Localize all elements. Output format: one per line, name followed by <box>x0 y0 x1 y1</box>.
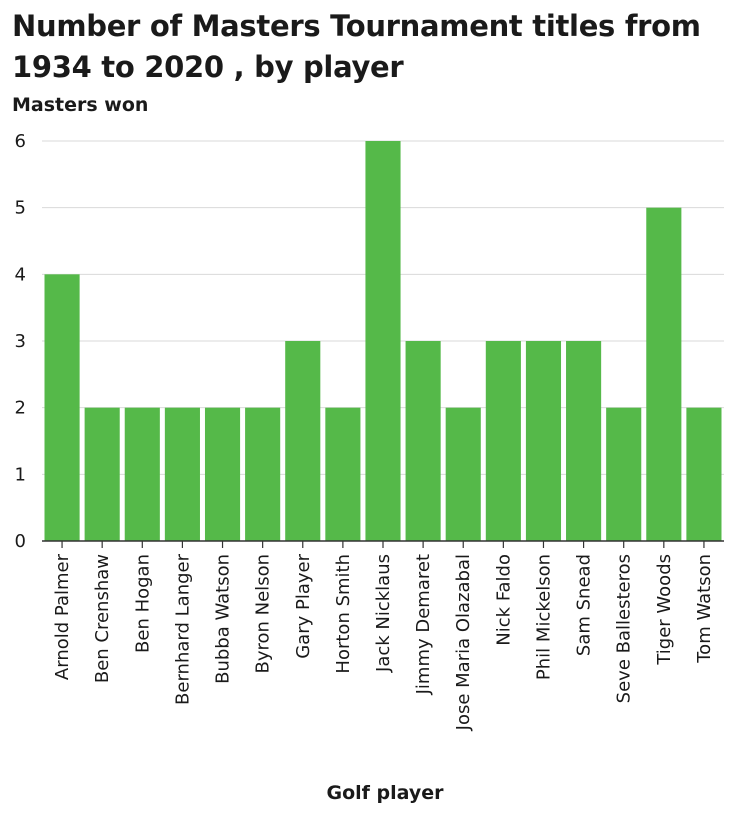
x-tick-label: Jack Nicklaus <box>373 554 394 673</box>
bar <box>446 408 481 541</box>
x-tick-label: Arnold Palmer <box>52 553 73 680</box>
y-tick-label: 1 <box>15 464 26 485</box>
y-tick-label: 4 <box>15 264 26 285</box>
x-tick-label: Bernhard Langer <box>172 553 193 705</box>
x-tick-label: Ben Hogan <box>132 554 153 653</box>
bar <box>686 408 721 541</box>
bar <box>85 408 120 541</box>
bar <box>45 274 80 541</box>
x-tick-labels: Arnold Palmer Ben Crenshaw Ben Hogan Bernha… <box>52 541 715 731</box>
bar <box>646 208 681 541</box>
bar <box>285 341 320 541</box>
x-tick-label: Horton Smith <box>333 554 354 674</box>
bar <box>365 141 400 541</box>
x-axis-label: Golf player <box>0 782 732 804</box>
x-tick-label: Byron Nelson <box>253 554 274 674</box>
x-tick-label: Ben Crenshaw <box>92 554 113 683</box>
bar <box>205 408 240 541</box>
y-tick-label: 2 <box>15 398 26 419</box>
y-tick-labels: 0 1 2 3 4 5 6 <box>15 131 26 552</box>
bar <box>245 408 280 541</box>
x-tick-label: Jimmy Demaret <box>413 554 434 695</box>
y-tick-label: 6 <box>15 131 26 152</box>
bar <box>325 408 360 541</box>
bar <box>606 408 641 541</box>
bar <box>526 341 561 541</box>
x-tick-label: Tom Watson <box>694 554 715 664</box>
y-tick-label: 3 <box>15 331 26 352</box>
y-tick-label: 5 <box>15 198 26 219</box>
bar <box>165 408 200 541</box>
x-tick-label: Phil Mickelson <box>533 554 554 680</box>
x-tick-label: Bubba Watson <box>213 554 234 684</box>
bar <box>486 341 521 541</box>
y-tick-label: 0 <box>15 531 26 552</box>
x-tick-label: Gary Player <box>293 553 314 658</box>
bar <box>406 341 441 541</box>
bar <box>566 341 601 541</box>
x-tick-label: Jose Maria Olazabal <box>453 554 474 731</box>
x-tick-label: Seve Ballesteros <box>614 554 635 703</box>
bar <box>125 408 160 541</box>
x-tick-label: Tiger Woods <box>654 554 675 666</box>
x-tick-label: Nick Faldo <box>493 554 514 646</box>
x-tick-label: Sam Snead <box>574 554 595 656</box>
